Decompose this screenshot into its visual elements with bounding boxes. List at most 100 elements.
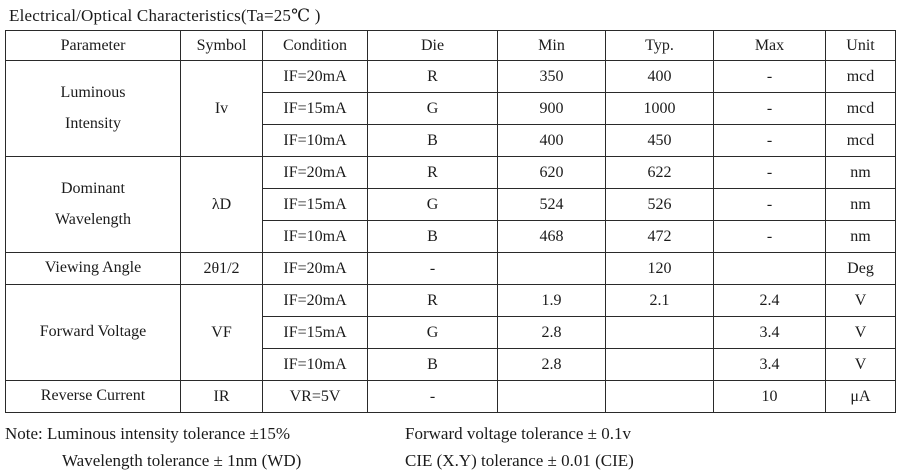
note-cie-tolerance: CIE (X.Y) tolerance ± 0.01 (CIE)	[405, 451, 634, 470]
unit-cell: nm	[825, 188, 896, 221]
typ-cell: 120	[605, 252, 714, 285]
min-cell: 524	[497, 188, 606, 221]
max-cell: 3.4	[713, 316, 826, 349]
header-die: Die	[367, 30, 498, 61]
max-cell: -	[713, 124, 826, 157]
max-cell: -	[713, 188, 826, 221]
symbol-cell: IR	[180, 380, 263, 413]
table-row: Viewing Angle 2θ1/2 IF=20mA - 120 Deg	[5, 252, 896, 285]
max-cell: -	[713, 60, 826, 93]
min-cell: 2.8	[497, 348, 606, 381]
die-cell: B	[367, 220, 498, 253]
typ-cell	[605, 316, 714, 349]
condition-cell: IF=10mA	[262, 348, 368, 381]
min-cell: 350	[497, 60, 606, 93]
condition-cell: IF=15mA	[262, 92, 368, 125]
table-row: Forward Voltage VF IF=20mA R 1.9 2.1 2.4…	[5, 284, 896, 381]
max-cell: 10	[713, 380, 826, 413]
condition-cell: IF=20mA	[262, 284, 368, 317]
note-forward-voltage-tolerance: Forward voltage tolerance ± 0.1v	[405, 424, 632, 443]
die-cell: G	[367, 188, 498, 221]
table-row: Reverse Current IR VR=5V - 10 μA	[5, 380, 896, 413]
symbol-cell: Iv	[180, 60, 263, 157]
symbol-cell: VF	[180, 284, 263, 381]
min-cell: 400	[497, 124, 606, 157]
typ-cell	[605, 380, 714, 413]
unit-cell: nm	[825, 156, 896, 189]
table-row: IF=15mA G 2.8 3.4 V	[6, 316, 896, 349]
table-row: Dominant Wavelength λD IF=20mA R 620 622…	[5, 156, 896, 253]
die-cell: -	[367, 252, 498, 285]
unit-cell: V	[825, 284, 896, 317]
min-cell: 1.9	[497, 284, 606, 317]
header-typ: Typ.	[605, 30, 714, 61]
condition-cell: IF=20mA	[262, 252, 368, 285]
unit-cell: Deg	[825, 252, 896, 285]
condition-cell: IF=20mA	[262, 60, 368, 93]
unit-cell: μA	[825, 380, 896, 413]
note-line-1: Note: Luminous intensity tolerance ±15% F…	[5, 420, 895, 447]
header-condition: Condition	[262, 30, 368, 61]
typ-cell: 526	[605, 188, 714, 221]
typ-cell: 2.1	[605, 284, 714, 317]
condition-cell: VR=5V	[262, 380, 368, 413]
unit-cell: nm	[825, 220, 896, 253]
die-cell: G	[367, 316, 498, 349]
die-cell: R	[367, 284, 498, 317]
note-luminous-tolerance: Note: Luminous intensity tolerance ±15%	[5, 424, 291, 443]
typ-cell: 400	[605, 60, 714, 93]
symbol-cell: 2θ1/2	[180, 252, 263, 285]
max-cell: 2.4	[713, 284, 826, 317]
condition-cell: IF=20mA	[262, 156, 368, 189]
header-parameter: Parameter	[5, 30, 181, 61]
die-cell: B	[367, 348, 498, 381]
table-row: IF=15mA G 900 1000 - mcd	[6, 92, 896, 125]
typ-cell: 622	[605, 156, 714, 189]
note-line-2: Wavelength tolerance ± 1nm (WD) CIE (X.Y)…	[5, 447, 895, 474]
header-symbol: Symbol	[180, 30, 263, 61]
footnotes: Note: Luminous intensity tolerance ±15% F…	[5, 420, 895, 474]
header-unit: Unit	[825, 30, 896, 61]
page-title: Electrical/Optical Characteristics(Ta=25…	[9, 6, 321, 25]
min-cell: 468	[497, 220, 606, 253]
unit-cell: mcd	[825, 92, 896, 125]
header-min: Min	[497, 30, 606, 61]
param-cell-reverse-current: Reverse Current	[5, 380, 181, 413]
typ-cell: 1000	[605, 92, 714, 125]
symbol-cell: λD	[180, 156, 263, 253]
typ-cell	[605, 348, 714, 381]
die-cell: -	[367, 380, 498, 413]
param-cell-viewing-angle: Viewing Angle	[5, 252, 181, 285]
max-cell: -	[713, 220, 826, 253]
min-cell: 620	[497, 156, 606, 189]
characteristics-table: Parameter Symbol Condition Die Min Typ. …	[5, 30, 896, 413]
min-cell: 900	[497, 92, 606, 125]
table-row: IF=10mA B 468 472 - nm	[6, 220, 896, 253]
die-cell: R	[367, 156, 498, 189]
note-wavelength-tolerance: Wavelength tolerance ± 1nm (WD)	[62, 451, 302, 470]
unit-cell: mcd	[825, 124, 896, 157]
typ-cell: 450	[605, 124, 714, 157]
max-cell	[713, 252, 826, 285]
unit-cell: V	[825, 316, 896, 349]
max-cell: -	[713, 156, 826, 189]
param-cell-luminous-intensity: Luminous Intensity	[5, 60, 181, 157]
die-cell: B	[367, 124, 498, 157]
max-cell: 3.4	[713, 348, 826, 381]
min-cell: 2.8	[497, 316, 606, 349]
unit-cell: mcd	[825, 60, 896, 93]
param-cell-forward-voltage: Forward Voltage	[5, 284, 181, 381]
unit-cell: V	[825, 348, 896, 381]
table-row: IF=10mA B 2.8 3.4 V	[6, 348, 896, 381]
condition-cell: IF=10mA	[262, 220, 368, 253]
die-cell: G	[367, 92, 498, 125]
typ-cell: 472	[605, 220, 714, 253]
header-row: Parameter Symbol Condition Die Min Typ. …	[5, 30, 896, 61]
min-cell	[497, 380, 606, 413]
die-cell: R	[367, 60, 498, 93]
param-cell-dominant-wavelength: Dominant Wavelength	[5, 156, 181, 253]
max-cell: -	[713, 92, 826, 125]
condition-cell: IF=15mA	[262, 316, 368, 349]
table-row: Luminous Intensity Iv IF=20mA R 350 400 …	[5, 60, 896, 157]
